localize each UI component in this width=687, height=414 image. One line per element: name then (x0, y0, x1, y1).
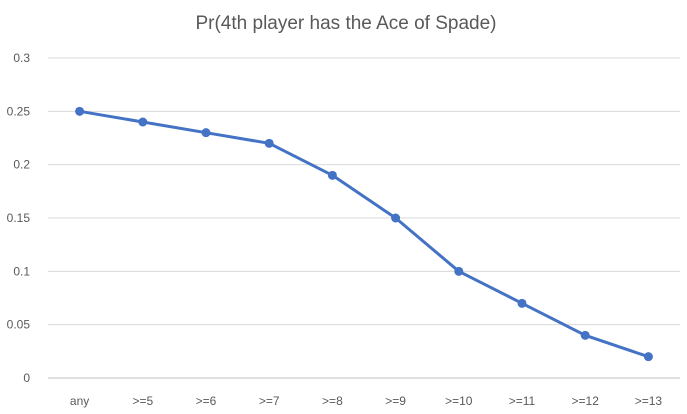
x-tick-label: >=10 (445, 394, 473, 408)
x-tick-label: >=12 (572, 394, 600, 408)
y-tick-label: 0.1 (13, 264, 30, 278)
series-line (78, 109, 650, 359)
x-tick-label: >=5 (132, 394, 153, 408)
series-layer (75, 106, 653, 362)
data-point (201, 128, 211, 138)
y-tick-label: 0.3 (13, 51, 30, 65)
y-tick-label: 0.25 (7, 104, 31, 118)
data-point (75, 106, 85, 116)
data-point (391, 213, 401, 223)
y-axis-ticks: 0 0.05 0.1 0.15 0.2 0.25 0.3 (7, 51, 31, 385)
data-point (138, 117, 148, 127)
chart-title: Pr(4th player has the Ace of Spade) (195, 13, 496, 34)
y-tick-label: 0 (23, 371, 30, 385)
x-axis-ticks: any >=5 >=6 >=7 >=8 >=9 >=10 >=11 >=12 >=13 (70, 394, 662, 408)
x-tick-label: >=13 (635, 394, 663, 408)
y-tick-label: 0.2 (13, 158, 30, 172)
x-tick-label: >=9 (385, 394, 406, 408)
gridlines (48, 57, 680, 379)
data-point (454, 266, 464, 276)
x-tick-label: any (70, 394, 89, 408)
data-point (517, 298, 527, 308)
x-tick-label: >=11 (509, 394, 536, 408)
y-tick-label: 0.15 (7, 211, 31, 225)
x-tick-label: >=7 (259, 394, 280, 408)
data-point (580, 330, 590, 340)
x-tick-label: >=6 (196, 394, 217, 408)
x-tick-label: >=8 (322, 394, 343, 408)
y-tick-label: 0.05 (7, 318, 31, 332)
data-point (327, 170, 337, 180)
data-point (264, 138, 274, 148)
data-point (643, 352, 653, 362)
